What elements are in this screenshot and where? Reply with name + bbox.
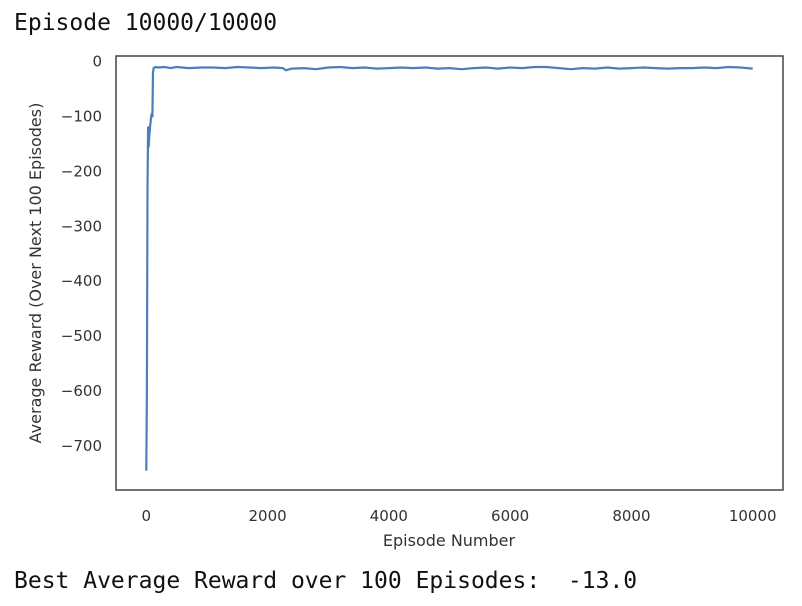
plot-frame — [115, 55, 784, 491]
average-reward-series-line — [145, 65, 753, 471]
y-tick-label: −100 — [61, 107, 102, 125]
y-tick-label: −700 — [61, 437, 102, 455]
y-tick-labels: 0 −100 −200 −300 −400 −500 −600 −700 — [61, 52, 102, 455]
x-tick-label: 10000 — [729, 507, 777, 525]
y-tick-label: −200 — [61, 162, 102, 180]
x-axis-label: Episode Number — [383, 531, 516, 550]
x-tick-label: 8000 — [612, 507, 650, 525]
x-tick-label: 2000 — [248, 507, 286, 525]
y-tick-label: 0 — [92, 52, 102, 70]
x-tick-labels: 0 2000 4000 6000 8000 10000 — [142, 507, 777, 525]
best-average-reward-text: Best Average Reward over 100 Episodes: -… — [14, 568, 638, 594]
y-tick-label: −300 — [61, 217, 102, 235]
x-tick-label: 0 — [142, 507, 152, 525]
y-axis-label: Average Reward (Over Next 100 Episodes) — [26, 103, 45, 444]
x-tick-label: 6000 — [491, 507, 529, 525]
x-tick-label: 4000 — [370, 507, 408, 525]
y-tick-label: −600 — [61, 382, 102, 400]
episode-progress-text: Episode 10000/10000 — [14, 10, 278, 36]
y-tick-label: −500 — [61, 327, 102, 345]
y-tick-label: −400 — [61, 272, 102, 290]
